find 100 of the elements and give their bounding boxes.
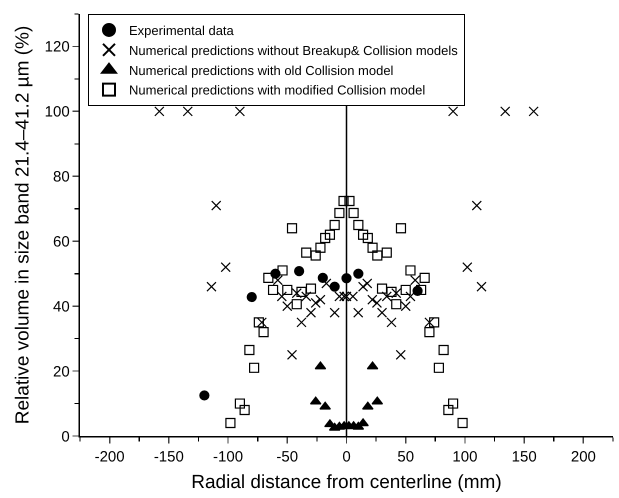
point bbox=[424, 327, 435, 338]
point bbox=[282, 284, 292, 296]
point bbox=[391, 299, 402, 310]
point bbox=[211, 200, 222, 211]
point bbox=[376, 308, 388, 318]
point bbox=[254, 317, 264, 328]
point bbox=[220, 262, 231, 272]
point bbox=[282, 301, 292, 312]
point bbox=[314, 361, 326, 370]
point bbox=[296, 317, 307, 328]
point bbox=[410, 275, 420, 286]
point bbox=[434, 362, 444, 373]
point bbox=[258, 327, 269, 338]
x-tick-label: 200 bbox=[570, 448, 596, 466]
point bbox=[372, 250, 382, 261]
y-tick-label: 0 bbox=[61, 428, 70, 446]
point bbox=[286, 223, 298, 234]
x-tick-label: -200 bbox=[94, 448, 125, 466]
y-tick-label: 80 bbox=[53, 168, 70, 186]
point bbox=[400, 301, 411, 312]
point bbox=[429, 317, 440, 328]
point bbox=[292, 299, 302, 310]
point bbox=[462, 262, 472, 272]
point bbox=[353, 220, 364, 230]
x-tick-label: -100 bbox=[213, 448, 244, 466]
point bbox=[240, 404, 250, 416]
point bbox=[420, 272, 430, 284]
point bbox=[457, 418, 468, 428]
y-axis-title: Relative volume in size band 21.4–41.2 µm (%) bbox=[12, 26, 34, 424]
x-tick-label: 100 bbox=[452, 448, 478, 466]
point bbox=[400, 284, 411, 296]
point bbox=[263, 272, 274, 284]
point bbox=[476, 282, 487, 292]
point bbox=[358, 230, 368, 240]
point bbox=[276, 291, 287, 302]
point bbox=[182, 106, 193, 116]
point bbox=[249, 362, 260, 373]
point bbox=[334, 208, 344, 218]
x-tick-label: 50 bbox=[397, 448, 414, 466]
y-tick-label: 20 bbox=[53, 363, 70, 380]
legend-label: Numerical predictions with old Collision model bbox=[128, 62, 394, 78]
point bbox=[301, 247, 312, 258]
point bbox=[338, 196, 349, 206]
point bbox=[396, 223, 406, 234]
point bbox=[225, 418, 236, 428]
point bbox=[199, 390, 210, 401]
point bbox=[367, 242, 378, 253]
point bbox=[386, 317, 397, 328]
y-tick-label: 40 bbox=[53, 298, 70, 316]
point bbox=[315, 294, 326, 305]
point bbox=[246, 292, 257, 302]
legend-label: Numerical predictions without Breakup& Collision models bbox=[128, 42, 458, 58]
point bbox=[324, 230, 336, 240]
point bbox=[315, 242, 326, 253]
point bbox=[448, 398, 458, 409]
point bbox=[362, 232, 373, 244]
point bbox=[320, 232, 330, 244]
point bbox=[348, 208, 359, 218]
point bbox=[472, 200, 482, 211]
point bbox=[416, 284, 426, 296]
point bbox=[286, 350, 298, 360]
point bbox=[294, 266, 304, 276]
point bbox=[330, 308, 340, 318]
x-tick-label: 150 bbox=[512, 448, 537, 466]
point bbox=[310, 250, 321, 261]
point bbox=[296, 286, 307, 297]
y-tick-label: 100 bbox=[44, 104, 70, 121]
point bbox=[438, 344, 449, 356]
legend-label: Numerical predictions with modified Collision model bbox=[128, 82, 426, 98]
y-tick-label: 60 bbox=[53, 233, 70, 250]
point bbox=[306, 308, 316, 318]
point bbox=[268, 284, 278, 296]
point bbox=[330, 282, 340, 292]
point bbox=[318, 272, 328, 284]
point bbox=[500, 106, 510, 116]
point bbox=[382, 247, 392, 258]
point bbox=[386, 286, 397, 297]
point bbox=[362, 402, 374, 410]
point bbox=[353, 268, 364, 279]
point bbox=[405, 265, 416, 276]
x-tick-label: -150 bbox=[154, 448, 184, 466]
point bbox=[396, 350, 406, 360]
point bbox=[319, 402, 331, 410]
point bbox=[306, 284, 316, 294]
point bbox=[330, 220, 340, 230]
point bbox=[277, 265, 288, 276]
point bbox=[244, 344, 254, 356]
legend-label: Experimental data bbox=[128, 23, 235, 38]
point bbox=[372, 396, 384, 404]
y-tick-label: 120 bbox=[44, 38, 70, 56]
point bbox=[367, 294, 378, 305]
x-tick-label: 0 bbox=[342, 448, 351, 466]
point bbox=[310, 298, 321, 308]
point bbox=[206, 282, 217, 292]
point bbox=[366, 361, 378, 370]
point bbox=[344, 196, 355, 206]
point bbox=[443, 404, 454, 416]
point bbox=[353, 308, 364, 318]
x-axis-title: Radial distance from centerline (mm) bbox=[191, 472, 502, 493]
x-tick-label: -50 bbox=[276, 448, 298, 466]
